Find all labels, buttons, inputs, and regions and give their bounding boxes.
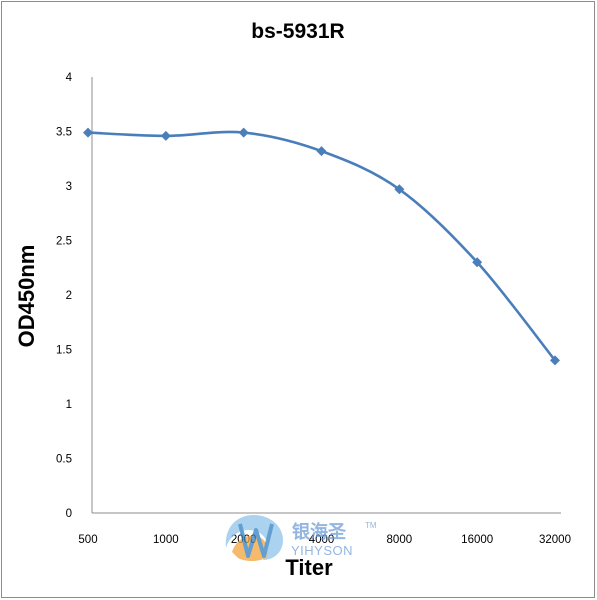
y-tick-label: 2 — [66, 290, 72, 302]
yihyson-logo: 银海圣 TM YIHYSON — [225, 515, 377, 561]
y-axis-ticks: 0 0.5 1 1.5 2 2.5 3 3.5 4 — [56, 72, 73, 520]
data-point-marker — [160, 130, 171, 141]
y-tick-label: 4 — [66, 72, 73, 84]
x-tick-label: 8000 — [387, 534, 413, 546]
data-point-marker — [83, 127, 93, 138]
series-markers — [83, 127, 560, 366]
y-tick-label: 3 — [66, 181, 72, 193]
watermark-trademark: TM — [365, 521, 377, 530]
x-tick-label: 1000 — [153, 534, 179, 546]
y-tick-label: 0 — [66, 508, 72, 520]
data-point-marker — [238, 127, 249, 138]
x-tick-label: 500 — [78, 534, 97, 546]
x-tick-label: 32000 — [539, 534, 571, 546]
x-tick-label: 4000 — [309, 534, 335, 546]
y-tick-label: 1.5 — [56, 345, 72, 357]
data-point-marker — [316, 146, 327, 157]
data-point-marker — [394, 184, 405, 195]
watermark-chinese: 银海圣 — [292, 521, 347, 543]
y-tick-label: 1 — [66, 399, 72, 411]
chart-title: bs-5931R — [251, 20, 344, 43]
x-axis-title: Titer — [285, 555, 333, 580]
y-tick-label: 2.5 — [56, 236, 72, 248]
data-point-marker — [472, 257, 483, 268]
y-tick-label: 3.5 — [56, 127, 72, 139]
series-line — [87, 130, 557, 362]
data-point-marker — [550, 355, 560, 366]
x-tick-label: 16000 — [461, 534, 493, 546]
watermark-english: YIHYSON — [291, 543, 353, 558]
y-axis-title: OD450nm — [14, 245, 39, 348]
y-tick-label: 0.5 — [56, 454, 72, 466]
logo-icon — [225, 515, 283, 561]
